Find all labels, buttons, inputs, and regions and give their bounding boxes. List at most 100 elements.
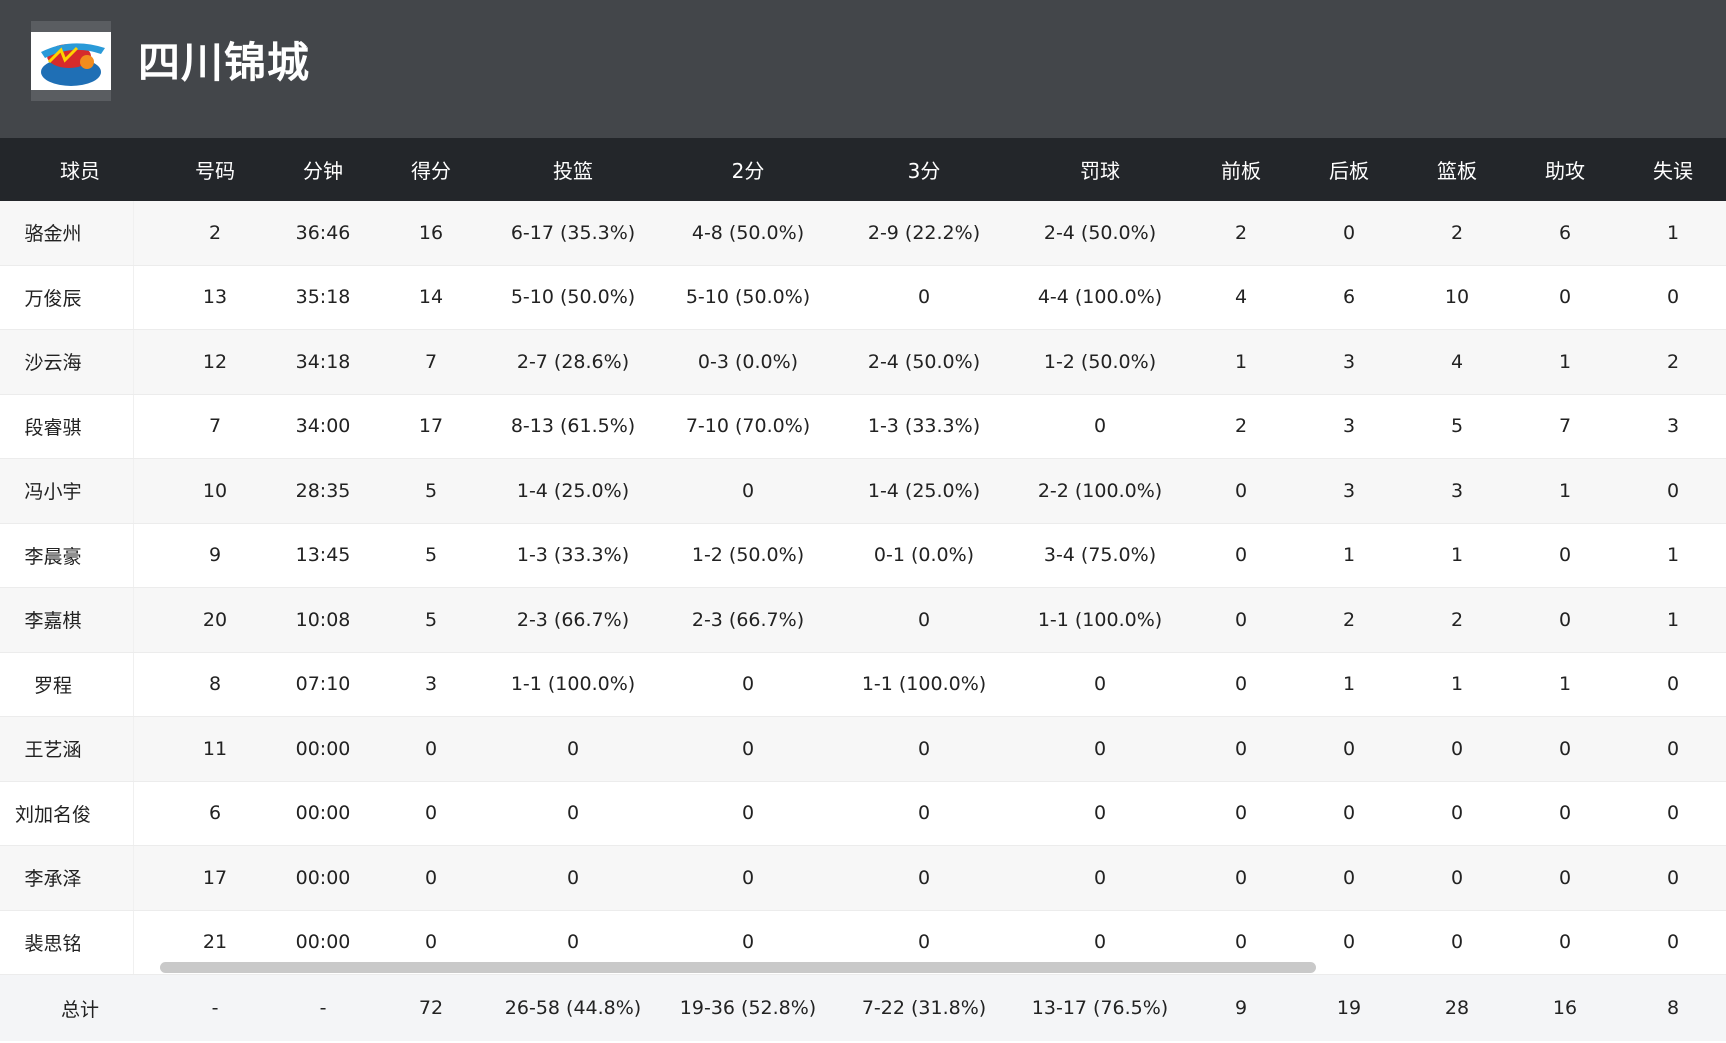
cell-two-pt: 0 <box>741 479 755 502</box>
cell-two-pt: 0 <box>741 673 755 696</box>
cell-minutes: 28:35 <box>295 479 351 502</box>
column-header-three-pt[interactable]: 3分 <box>907 159 941 183</box>
cell-number: 17 <box>202 866 228 889</box>
horizontal-scrollbar[interactable] <box>160 962 1316 973</box>
cell-points: 72 <box>418 997 444 1019</box>
cell-reb: 1 <box>1450 673 1464 696</box>
table-row: 罗程 8 07:10 3 1-1 (100.0%) 0 1-1 (100.0%) 0 0 1 1 1 0 <box>0 652 1726 717</box>
cell-player: 李晨豪 <box>0 523 134 587</box>
cell-minutes: 00:00 <box>295 931 351 954</box>
cell-number: - <box>211 997 219 1019</box>
cell-oreb: 1 <box>1234 350 1248 373</box>
cell-fg: 1-3 (33.3%) <box>516 544 630 567</box>
cell-tov: 0 <box>1666 737 1680 760</box>
cell-fg: 1-1 (100.0%) <box>510 673 636 696</box>
cell-dreb: 0 <box>1342 802 1356 825</box>
cell-dreb: 3 <box>1342 350 1356 373</box>
cell-ast: 1 <box>1558 673 1572 696</box>
cell-ast: 0 <box>1558 737 1572 760</box>
table-row: 骆金州 2 36:46 16 6-17 (35.3%) 4-8 (50.0%) 2-9 (2… <box>0 201 1726 266</box>
column-header-oreb[interactable]: 前板 <box>1221 159 1261 183</box>
cell-tov: 8 <box>1666 997 1680 1019</box>
column-header-tov[interactable]: 失误 <box>1653 159 1693 183</box>
cell-ft: 4-4 (100.0%) <box>1037 286 1163 309</box>
cell-number: 9 <box>208 544 222 567</box>
cell-three-pt: 0-1 (0.0%) <box>873 544 975 567</box>
cell-player: 沙云海 <box>0 330 134 394</box>
cell-oreb: 0 <box>1234 608 1248 631</box>
cell-minutes: 00:00 <box>295 802 351 825</box>
cell-dreb: 2 <box>1342 608 1356 631</box>
cell-points: 0 <box>424 802 438 825</box>
cell-dreb: 0 <box>1342 866 1356 889</box>
cell-fg: 0 <box>566 737 580 760</box>
cell-reb: 3 <box>1450 479 1464 502</box>
cell-reb: 0 <box>1450 866 1464 889</box>
cell-fg: 2-7 (28.6%) <box>516 350 630 373</box>
cell-reb: 2 <box>1450 221 1464 244</box>
cell-ast: 7 <box>1558 415 1572 438</box>
cell-three-pt: 0 <box>917 608 931 631</box>
column-header-dreb[interactable]: 后板 <box>1329 159 1369 183</box>
cell-tov: 3 <box>1666 415 1680 438</box>
cell-number: 12 <box>202 350 228 373</box>
table-row: 李晨豪 9 13:45 5 1-3 (33.3%) 1-2 (50.0%) 0-1 (0.0… <box>0 523 1726 588</box>
cell-reb: 4 <box>1450 350 1464 373</box>
column-header-ft[interactable]: 罚球 <box>1080 159 1120 183</box>
cell-dreb: 0 <box>1342 931 1356 954</box>
cell-ft: 2-4 (50.0%) <box>1043 221 1157 244</box>
table-row: 段睿骐 7 34:00 17 8-13 (61.5%) 7-10 (70.0%) 1-3 (… <box>0 394 1726 459</box>
cell-fg: 0 <box>566 866 580 889</box>
cell-oreb: 0 <box>1234 737 1248 760</box>
cell-reb: 0 <box>1450 802 1464 825</box>
table-row: 王艺涵 11 00:00 0 0 0 0 0 0 0 0 0 0 <box>0 717 1726 782</box>
cell-three-pt: 0 <box>917 931 931 954</box>
cell-two-pt: 0 <box>741 737 755 760</box>
cell-ft: 1-1 (100.0%) <box>1037 608 1163 631</box>
cell-number: 6 <box>208 802 222 825</box>
cell-two-pt: 2-3 (66.7%) <box>691 608 805 631</box>
column-header-player[interactable]: 球员 <box>0 138 160 201</box>
column-header-reb[interactable]: 篮板 <box>1437 159 1477 183</box>
cell-points: 3 <box>424 673 438 696</box>
column-header-points[interactable]: 得分 <box>411 159 451 183</box>
column-header-number[interactable]: 号码 <box>195 159 235 183</box>
cell-points: 14 <box>418 286 444 309</box>
cell-points: 0 <box>424 737 438 760</box>
cell-ft: 0 <box>1093 737 1107 760</box>
cell-tov: 1 <box>1666 221 1680 244</box>
cell-ast: 0 <box>1558 544 1572 567</box>
column-header-two-pt[interactable]: 2分 <box>731 159 765 183</box>
cell-oreb: 0 <box>1234 479 1248 502</box>
team-logo-icon <box>31 21 111 101</box>
cell-minutes: 36:46 <box>295 221 351 244</box>
column-header-minutes[interactable]: 分钟 <box>303 159 343 183</box>
cell-dreb: 1 <box>1342 673 1356 696</box>
cell-three-pt: 0 <box>917 737 931 760</box>
cell-ft: 13-17 (76.5%) <box>1031 997 1169 1019</box>
column-header-fg[interactable]: 投篮 <box>553 159 593 183</box>
table-row: 万俊辰 13 35:18 14 5-10 (50.0%) 5-10 (50.0%) 0 4-4… <box>0 265 1726 330</box>
cell-tov: 0 <box>1666 802 1680 825</box>
cell-dreb: 19 <box>1336 997 1362 1019</box>
cell-ast: 1 <box>1558 479 1572 502</box>
cell-ast: 1 <box>1558 350 1572 373</box>
cell-number: 11 <box>202 737 228 760</box>
cell-three-pt: 2-4 (50.0%) <box>867 350 981 373</box>
cell-reb: 28 <box>1444 997 1470 1019</box>
column-header-ast[interactable]: 助攻 <box>1545 159 1585 183</box>
cell-player: 李嘉棋 <box>0 588 134 652</box>
cell-oreb: 0 <box>1234 931 1248 954</box>
cell-minutes: - <box>319 997 327 1019</box>
team-name: 四川锦城 <box>138 38 311 87</box>
cell-points: 0 <box>424 931 438 954</box>
cell-number: 20 <box>202 608 228 631</box>
table-total-row: 总计 - - 72 26-58 (44.8%) 19-36 (52.8%) 7-22 (31… <box>0 975 1726 1041</box>
cell-tov: 0 <box>1666 866 1680 889</box>
cell-minutes: 07:10 <box>295 673 351 696</box>
cell-fg: 5-10 (50.0%) <box>510 286 636 309</box>
cell-ast: 6 <box>1558 221 1572 244</box>
cell-minutes: 34:18 <box>295 350 351 373</box>
cell-ft: 0 <box>1093 673 1107 696</box>
cell-player: 罗程 <box>0 652 134 716</box>
